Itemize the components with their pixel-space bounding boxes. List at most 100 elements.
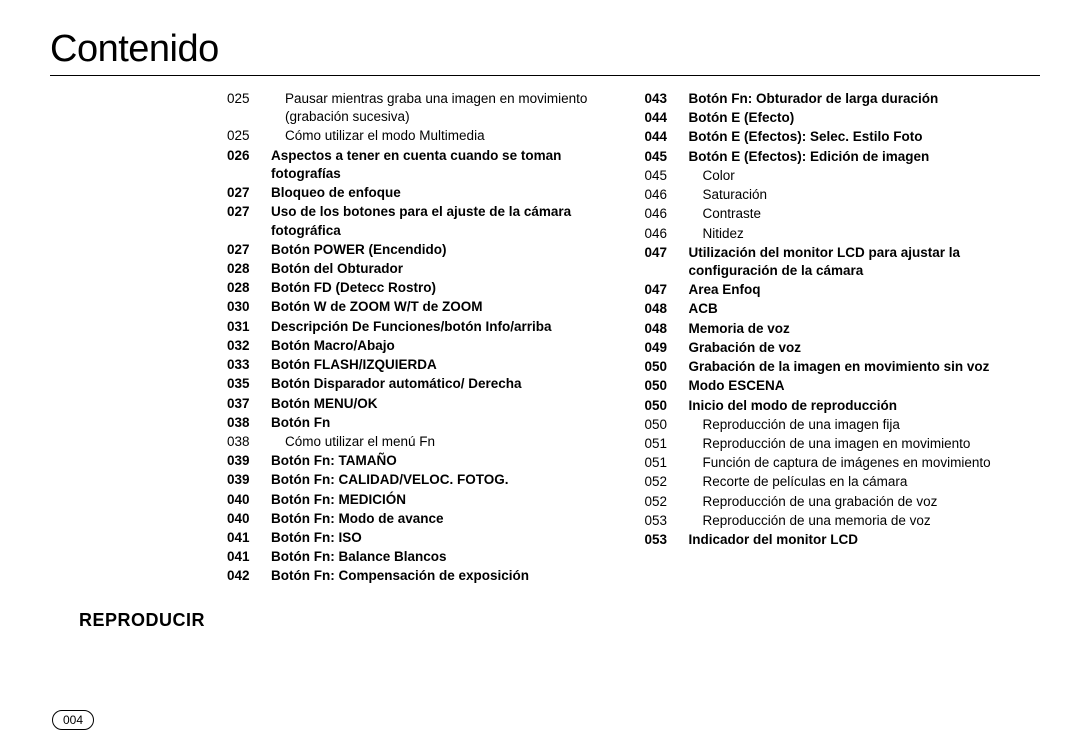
toc-entry-text: Botón E (Efecto) (689, 109, 1041, 127)
toc-page-number: 048 (645, 320, 689, 338)
toc-row: 044Botón E (Efectos): Selec. Estilo Foto (645, 128, 1041, 146)
toc-page-number: 050 (645, 358, 689, 376)
toc-page-number: 035 (227, 375, 271, 393)
toc-entry-text: Botón Fn: MEDICIÓN (271, 491, 623, 509)
toc-entry-text: Bloqueo de enfoque (271, 184, 623, 202)
toc-row: 028Botón del Obturador (227, 260, 623, 278)
toc-page-number: 047 (645, 281, 689, 299)
toc-row: 048ACB (645, 300, 1041, 318)
toc-row: 038Botón Fn (227, 414, 623, 432)
toc-page-number: 030 (227, 298, 271, 316)
toc-row: 025Cómo utilizar el modo Multimedia (227, 127, 623, 145)
toc-row: 030Botón W de ZOOM W/T de ZOOM (227, 298, 623, 316)
toc-page-number: 040 (227, 510, 271, 528)
toc-row: 032Botón Macro/Abajo (227, 337, 623, 355)
toc-entry-text: Botón W de ZOOM W/T de ZOOM (271, 298, 623, 316)
toc-page-number: 027 (227, 184, 271, 202)
toc-row: 042Botón Fn: Compensación de exposición (227, 567, 623, 585)
toc-entry-text: Botón POWER (Encendido) (271, 241, 623, 259)
toc-row: 046Nitidez (645, 225, 1041, 243)
toc-entry-text: Pausar mientras graba una imagen en movi… (271, 90, 623, 126)
toc-row: 050Modo ESCENA (645, 377, 1041, 395)
toc-row: 046Contraste (645, 205, 1041, 223)
toc-row: 052Reproducción de una grabación de voz (645, 493, 1041, 511)
toc-entry-text: Botón MENU/OK (271, 395, 623, 413)
toc-page-number: 031 (227, 318, 271, 336)
toc-entry-text: Botón E (Efectos): Edición de imagen (689, 148, 1041, 166)
toc-entry-text: Recorte de películas en la cámara (689, 473, 1041, 491)
toc-row: 045Botón E (Efectos): Edición de imagen (645, 148, 1041, 166)
toc-row: 052Recorte de películas en la cámara (645, 473, 1041, 491)
toc-row: 039Botón Fn: TAMAÑO (227, 452, 623, 470)
section-label: REPRODUCIR (79, 610, 205, 631)
toc-entry-text: Botón Fn: ISO (271, 529, 623, 547)
toc-row: 050Inicio del modo de reproducción (645, 397, 1041, 415)
toc-page-number: 051 (645, 454, 689, 472)
toc-entry-text: Botón Fn (271, 414, 623, 432)
toc-page-number: 043 (645, 90, 689, 108)
toc-page-number: 045 (645, 167, 689, 185)
toc-page-number: 041 (227, 548, 271, 566)
toc-row: 051Reproducción de una imagen en movimie… (645, 435, 1041, 453)
toc-entry-text: Botón E (Efectos): Selec. Estilo Foto (689, 128, 1041, 146)
toc-columns: REPRODUCIR 025Pausar mientras graba una … (50, 90, 1040, 587)
toc-entry-text: Reproducción de una memoria de voz (689, 512, 1041, 530)
toc-entry-text: Grabación de voz (689, 339, 1041, 357)
toc-page-number: 044 (645, 128, 689, 146)
page-number: 004 (52, 710, 94, 730)
toc-page-number: 048 (645, 300, 689, 318)
toc-page-number: 038 (227, 414, 271, 432)
toc-entry-text: Reproducción de una grabación de voz (689, 493, 1041, 511)
toc-entry-text: Uso de los botones para el ajuste de la … (271, 203, 623, 239)
toc-row: 053Indicador del monitor LCD (645, 531, 1041, 549)
toc-page-number: 041 (227, 529, 271, 547)
toc-row: 045Color (645, 167, 1041, 185)
toc-entry-text: Utilización del monitor LCD para ajustar… (689, 244, 1041, 280)
toc-entry-text: Area Enfoq (689, 281, 1041, 299)
toc-page-number: 050 (645, 377, 689, 395)
toc-entry-text: Inicio del modo de reproducción (689, 397, 1041, 415)
toc-row: 025Pausar mientras graba una imagen en m… (227, 90, 623, 126)
toc-row: 049Grabación de voz (645, 339, 1041, 357)
toc-row: 035Botón Disparador automático/ Derecha (227, 375, 623, 393)
toc-page-number: 046 (645, 205, 689, 223)
toc-page-number: 028 (227, 260, 271, 278)
toc-page-number: 050 (645, 416, 689, 434)
toc-page-number: 044 (645, 109, 689, 127)
toc-page-number: 037 (227, 395, 271, 413)
toc-entry-text: Indicador del monitor LCD (689, 531, 1041, 549)
toc-entry-text: Nitidez (689, 225, 1041, 243)
toc-entry-text: Botón Fn: Obturador de larga duración (689, 90, 1041, 108)
toc-page-number: 039 (227, 452, 271, 470)
toc-page-number: 042 (227, 567, 271, 585)
section-label-column: REPRODUCIR (50, 90, 205, 587)
toc-entry-text: Aspectos a tener en cuenta cuando se tom… (271, 147, 623, 183)
toc-entry-text: Reproducción de una imagen en movimiento (689, 435, 1041, 453)
toc-entry-text: Botón del Obturador (271, 260, 623, 278)
toc-entry-text: ACB (689, 300, 1041, 318)
toc-entry-text: Botón Fn: TAMAÑO (271, 452, 623, 470)
toc-row: 040Botón Fn: MEDICIÓN (227, 491, 623, 509)
page-title: Contenido (50, 28, 1040, 71)
toc-page-number: 028 (227, 279, 271, 297)
toc-row: 038Cómo utilizar el menú Fn (227, 433, 623, 451)
toc-page-number: 053 (645, 531, 689, 549)
toc-entry-text: Botón Fn: CALIDAD/VELOC. FOTOG. (271, 471, 623, 489)
toc-entry-text: Botón Disparador automático/ Derecha (271, 375, 623, 393)
toc-page-number: 038 (227, 433, 271, 451)
toc-page-number: 027 (227, 241, 271, 259)
toc-row: 041Botón Fn: Balance Blancos (227, 548, 623, 566)
toc-entry-text: Memoria de voz (689, 320, 1041, 338)
toc-row: 026Aspectos a tener en cuenta cuando se … (227, 147, 623, 183)
toc-page-number: 025 (227, 127, 271, 145)
toc-entry-text: Cómo utilizar el modo Multimedia (271, 127, 623, 145)
toc-row: 053Reproducción de una memoria de voz (645, 512, 1041, 530)
toc-column-1: 025Pausar mientras graba una imagen en m… (227, 90, 623, 587)
toc-page-number: 045 (645, 148, 689, 166)
toc-row: 027Botón POWER (Encendido) (227, 241, 623, 259)
toc-row: 037Botón MENU/OK (227, 395, 623, 413)
toc-entry-text: Botón Fn: Modo de avance (271, 510, 623, 528)
toc-page-number: 047 (645, 244, 689, 262)
toc-row: 040Botón Fn: Modo de avance (227, 510, 623, 528)
toc-entry-text: Modo ESCENA (689, 377, 1041, 395)
